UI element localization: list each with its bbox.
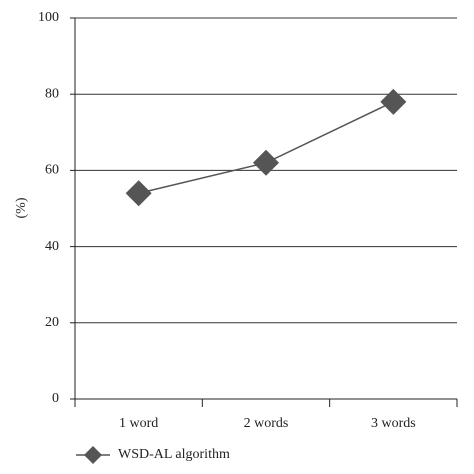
x-tick-label: 1 word [119,416,158,431]
y-tick-label: 20 [45,315,59,330]
line [138,101,394,194]
x-tick-label: 2 words [244,416,289,431]
legend-marker [84,446,102,464]
y-axis-label: (%) [14,197,29,218]
marker [380,88,407,115]
x-tick-label: 3 words [371,416,416,431]
marker [253,149,279,176]
y-tick-label: 100 [38,10,59,25]
y-tick-label: 40 [45,239,59,254]
y-tick-label: 0 [52,391,59,406]
legend-label: WSD-AL algorithm [118,447,230,462]
marker [125,180,152,207]
y-tick-label: 60 [45,163,59,178]
y-tick-label: 80 [45,86,59,101]
